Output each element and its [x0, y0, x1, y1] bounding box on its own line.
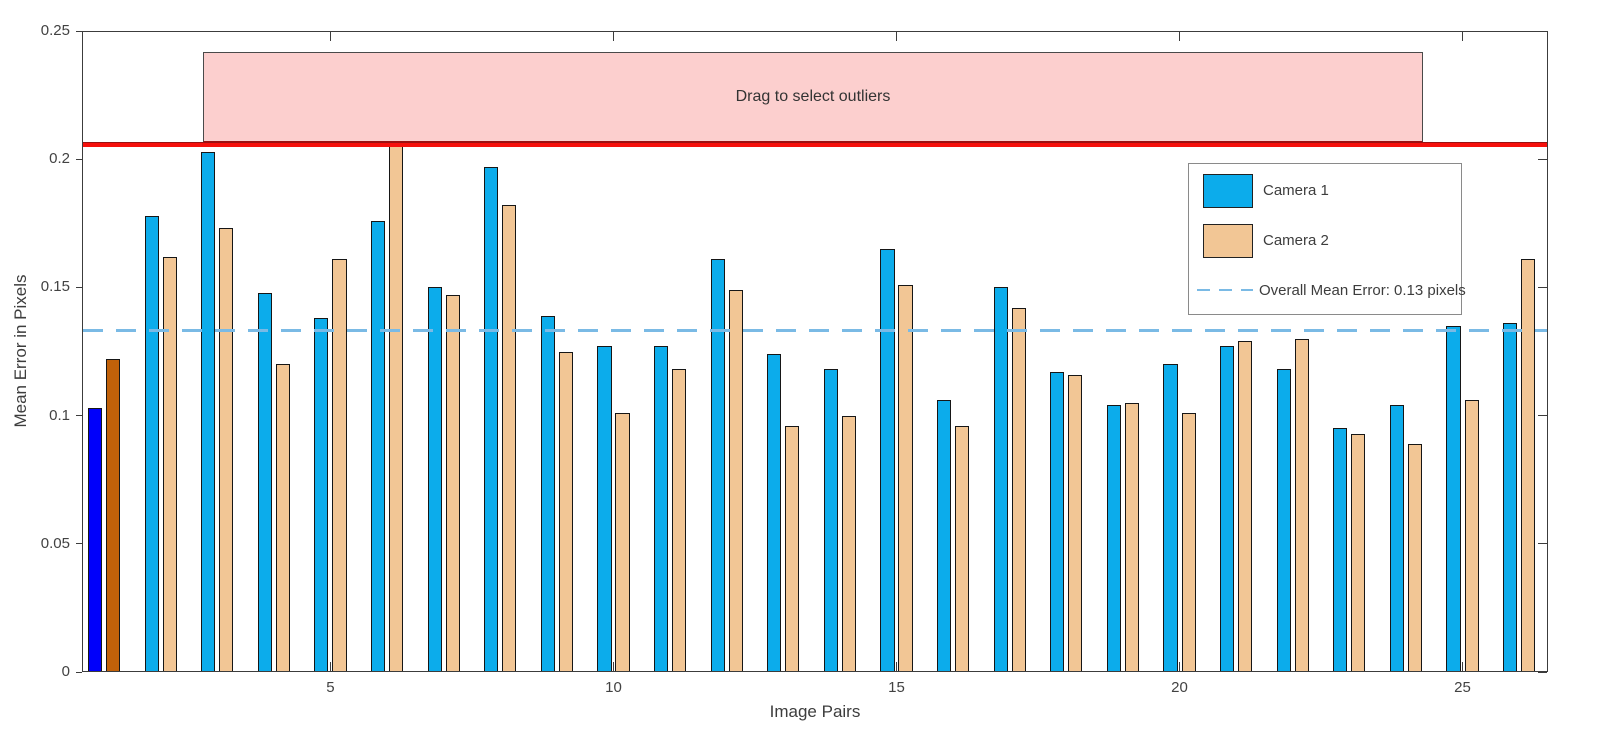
bar-camera1-pair-2[interactable]	[144, 215, 159, 672]
bar-camera1-pair-1[interactable]	[87, 407, 103, 672]
bar-camera1-pair-21[interactable]	[1219, 346, 1235, 672]
y-tick-right	[1538, 415, 1547, 417]
bar-camera2-pair-1[interactable]	[106, 359, 121, 672]
y-tick-left	[76, 286, 82, 288]
bar-camera1-pair-14[interactable]	[823, 369, 838, 672]
bar-camera1-pair-26[interactable]	[1503, 323, 1518, 672]
y-tick-label: 0.25	[40, 22, 70, 39]
y-tick-left	[76, 671, 82, 673]
bar-camera2-pair-13[interactable]	[785, 425, 800, 672]
bar-camera2-pair-22[interactable]	[1294, 338, 1309, 672]
y-tick-label: 0.2	[49, 150, 70, 168]
bar-camera2-pair-26[interactable]	[1521, 259, 1536, 672]
y-tick-left	[76, 30, 82, 32]
x-axis-label: Image Pairs	[769, 702, 861, 721]
y-tick-right	[1538, 286, 1547, 288]
overall-mean-line	[83, 328, 1547, 332]
bar-camera1-pair-18[interactable]	[1050, 372, 1065, 672]
bar-camera2-pair-14[interactable]	[841, 415, 857, 672]
y-tick-label: 0.1	[49, 406, 70, 424]
legend-mean-line-sample	[1197, 289, 1253, 291]
bar-camera2-pair-9[interactable]	[558, 351, 573, 672]
bar-camera1-pair-5[interactable]	[314, 318, 329, 672]
y-tick-left	[76, 415, 82, 417]
bar-camera2-pair-18[interactable]	[1068, 374, 1083, 672]
bar-camera2-pair-6[interactable]	[389, 146, 404, 672]
bar-camera1-pair-16[interactable]	[936, 400, 952, 672]
x-tick-top	[1462, 32, 1464, 41]
bar-camera1-pair-10[interactable]	[597, 346, 612, 672]
y-axis-label: Mean Error in Pixels	[11, 274, 30, 428]
y-tick-right	[1538, 30, 1547, 32]
bar-camera2-pair-11[interactable]	[672, 369, 687, 672]
y-tick-right	[1538, 671, 1547, 673]
bar-camera2-pair-15[interactable]	[898, 284, 913, 672]
y-tick-right	[1538, 543, 1547, 545]
bar-camera2-pair-8[interactable]	[502, 205, 517, 672]
bar-camera1-pair-22[interactable]	[1276, 369, 1291, 672]
bar-camera1-pair-19[interactable]	[1106, 405, 1121, 672]
bar-camera1-pair-24[interactable]	[1389, 405, 1404, 672]
bar-camera2-pair-3[interactable]	[219, 228, 234, 672]
outlier-threshold-line[interactable]	[83, 142, 1547, 148]
y-tick-left	[76, 543, 82, 545]
bar-camera1-pair-9[interactable]	[540, 315, 555, 672]
x-tick-bottom	[612, 662, 614, 671]
x-tick-bottom	[1462, 662, 1464, 671]
drag-select-region[interactable]	[203, 51, 1424, 143]
bar-camera1-pair-20[interactable]	[1163, 364, 1178, 672]
x-tick-top	[329, 32, 331, 41]
x-tick-label: 15	[888, 679, 905, 696]
x-tick-bottom	[896, 662, 897, 671]
y-tick-label: 0.05	[40, 534, 70, 552]
legend-box: Camera 1 Camera 2 Overall Mean Error: 0.…	[1188, 163, 1466, 315]
bar-camera1-pair-11[interactable]	[653, 346, 669, 672]
bar-camera2-pair-5[interactable]	[332, 259, 347, 672]
bar-camera1-pair-23[interactable]	[1333, 428, 1348, 672]
bar-camera1-pair-4[interactable]	[257, 292, 272, 672]
x-tick-top	[612, 32, 614, 41]
bar-camera2-pair-19[interactable]	[1124, 402, 1140, 672]
bar-camera2-pair-25[interactable]	[1464, 400, 1479, 672]
x-tick-label: 5	[326, 679, 335, 696]
bar-camera1-pair-6[interactable]	[370, 220, 386, 672]
x-tick-label: 20	[1171, 679, 1188, 696]
bar-camera2-pair-20[interactable]	[1181, 413, 1196, 672]
y-tick-right	[1538, 158, 1547, 160]
bar-camera1-pair-13[interactable]	[767, 354, 782, 672]
x-tick-label: 10	[605, 679, 622, 696]
bar-camera2-pair-23[interactable]	[1351, 433, 1366, 672]
bar-camera2-pair-17[interactable]	[1011, 307, 1026, 672]
bar-camera2-pair-21[interactable]	[1238, 341, 1253, 672]
bar-camera2-pair-7[interactable]	[445, 295, 460, 672]
bar-camera2-pair-4[interactable]	[275, 364, 290, 672]
bar-camera1-pair-17[interactable]	[993, 287, 1008, 672]
x-tick-label: 25	[1454, 679, 1471, 696]
legend-swatch-camera1	[1203, 174, 1253, 208]
y-tick-label: 0.15	[40, 278, 70, 296]
bar-camera2-pair-10[interactable]	[615, 413, 630, 672]
legend-swatch-camera2	[1203, 224, 1253, 258]
bar-camera1-pair-8[interactable]	[484, 166, 499, 672]
bar-camera1-pair-3[interactable]	[201, 151, 216, 672]
legend-label-camera2: Camera 2	[1263, 232, 1329, 249]
bar-camera2-pair-24[interactable]	[1407, 443, 1423, 672]
drag-select-label: Drag to select outliers	[735, 88, 891, 105]
x-tick-bottom	[1179, 662, 1181, 671]
x-tick-top	[896, 32, 897, 41]
x-tick-top	[1179, 32, 1181, 41]
y-tick-label: 0	[61, 663, 70, 680]
y-tick-left	[76, 158, 82, 160]
bar-camera2-pair-2[interactable]	[162, 256, 177, 672]
legend-label-camera1: Camera 1	[1263, 182, 1329, 199]
legend-label-mean-error: Overall Mean Error: 0.13 pixels	[1259, 282, 1466, 299]
bar-camera1-pair-15[interactable]	[880, 248, 895, 672]
bar-camera1-pair-25[interactable]	[1446, 325, 1461, 672]
bar-camera1-pair-12[interactable]	[710, 259, 725, 672]
x-tick-bottom	[329, 662, 331, 671]
bar-camera1-pair-7[interactable]	[427, 287, 442, 672]
bar-camera2-pair-12[interactable]	[728, 289, 743, 672]
bar-camera2-pair-16[interactable]	[955, 425, 970, 672]
